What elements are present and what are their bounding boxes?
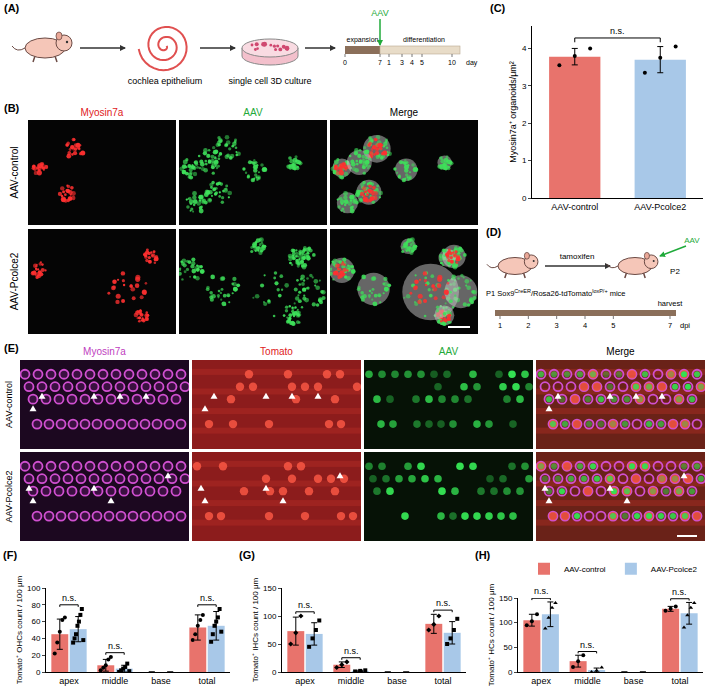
svg-text:0: 0	[343, 59, 347, 66]
svg-text:0: 0	[272, 668, 277, 677]
svg-text:n.s.: n.s.	[534, 586, 549, 596]
svg-text:0: 0	[522, 194, 527, 203]
svg-text:150: 150	[499, 594, 513, 603]
svg-text:n.s.: n.s.	[580, 640, 595, 650]
svg-text:Myosin7a⁺ organoids/μm²: Myosin7a⁺ organoids/μm²	[508, 61, 518, 163]
svg-text:150: 150	[263, 584, 277, 593]
svg-text:Merge: Merge	[606, 346, 635, 357]
svg-text:P2: P2	[670, 267, 680, 276]
svg-text:40: 40	[31, 634, 40, 643]
svg-text:AAV: AAV	[371, 8, 388, 18]
svg-text:3: 3	[522, 82, 527, 91]
svg-text:0: 0	[508, 668, 513, 677]
svg-text:base: base	[624, 676, 644, 686]
svg-text:P1 Sox9CreER/Rosa26-tdTomatolo: P1 Sox9CreER/Rosa26-tdTomatoloxP/+ mice	[486, 288, 626, 298]
svg-text:AAV-control: AAV-control	[551, 202, 598, 212]
svg-text:Merge: Merge	[390, 107, 419, 118]
svg-text:0: 0	[36, 668, 41, 677]
svg-text:single cell 3D culture: single cell 3D culture	[228, 76, 311, 86]
svg-text:7: 7	[378, 59, 382, 66]
svg-text:tamoxifen: tamoxifen	[560, 252, 595, 261]
svg-text:3: 3	[555, 321, 559, 330]
svg-text:Tomato⁺ IHCs count / 100 μm: Tomato⁺ IHCs count / 100 μm	[251, 577, 260, 682]
svg-text:4: 4	[410, 59, 414, 66]
svg-text:(A): (A)	[4, 2, 20, 14]
svg-text:1: 1	[522, 156, 527, 165]
svg-text:AAV-control: AAV-control	[9, 146, 20, 198]
svg-text:AAV-Pcolce2: AAV-Pcolce2	[634, 202, 686, 212]
svg-text:60: 60	[31, 617, 40, 626]
svg-text:AAV-Pcolce2: AAV-Pcolce2	[651, 565, 698, 574]
svg-text:1: 1	[387, 59, 391, 66]
svg-text:AAV-Pcolce2: AAV-Pcolce2	[4, 471, 14, 523]
svg-text:n.s.: n.s.	[62, 593, 77, 603]
svg-text:Tomato⁺ OHCs count / 100 μm: Tomato⁺ OHCs count / 100 μm	[15, 575, 24, 684]
svg-text:4: 4	[522, 44, 527, 53]
svg-text:middle: middle	[338, 676, 365, 686]
svg-text:Tomato: Tomato	[260, 346, 293, 357]
svg-text:100: 100	[263, 612, 277, 621]
svg-text:AAV-control: AAV-control	[564, 565, 606, 574]
svg-text:7: 7	[668, 321, 672, 330]
svg-text:Myosin7a: Myosin7a	[83, 346, 126, 357]
svg-text:100: 100	[499, 618, 513, 627]
svg-text:n.s.: n.s.	[610, 26, 625, 36]
svg-text:1: 1	[498, 321, 502, 330]
svg-text:3: 3	[400, 59, 404, 66]
svg-text:n.s.: n.s.	[200, 593, 215, 603]
svg-text:AAV-Pcolce2: AAV-Pcolce2	[9, 252, 20, 310]
svg-text:50: 50	[267, 640, 276, 649]
svg-text:100: 100	[27, 584, 41, 593]
svg-text:apex: apex	[59, 676, 79, 686]
svg-text:(H): (H)	[475, 549, 491, 561]
svg-text:middle: middle	[574, 676, 601, 686]
svg-text:50: 50	[503, 643, 512, 652]
svg-text:(D): (D)	[486, 226, 502, 238]
svg-text:(B): (B)	[4, 102, 20, 114]
svg-text:n.s.: n.s.	[108, 641, 123, 651]
svg-text:4: 4	[583, 321, 587, 330]
svg-text:total: total	[434, 676, 451, 686]
svg-text:5: 5	[420, 59, 424, 66]
svg-text:AAV-control: AAV-control	[4, 381, 14, 428]
svg-text:dpi: dpi	[680, 321, 690, 330]
svg-text:total: total	[198, 676, 215, 686]
svg-text:5: 5	[611, 321, 615, 330]
svg-text:2: 2	[522, 119, 527, 128]
svg-text:harvest: harvest	[658, 299, 684, 308]
svg-text:apex: apex	[295, 676, 315, 686]
svg-text:day: day	[466, 59, 478, 67]
svg-text:base: base	[151, 676, 171, 686]
svg-text:Myosin7a: Myosin7a	[81, 107, 124, 118]
svg-text:n.s.: n.s.	[672, 587, 687, 597]
svg-text:2: 2	[526, 321, 530, 330]
svg-text:AAV: AAV	[684, 236, 700, 245]
svg-text:(G): (G)	[239, 549, 255, 561]
svg-text:80: 80	[31, 601, 40, 610]
svg-text:cochlea epithelium: cochlea epithelium	[128, 76, 203, 86]
svg-text:n.s.: n.s.	[298, 600, 313, 610]
svg-text:Tomato⁺ HCs count / 100 μm: Tomato⁺ HCs count / 100 μm	[487, 584, 496, 687]
svg-text:n.s.: n.s.	[436, 598, 451, 608]
svg-text:10: 10	[448, 59, 456, 66]
svg-text:expansion: expansion	[347, 36, 379, 44]
svg-text:20: 20	[31, 651, 40, 660]
svg-text:n.s.: n.s.	[344, 646, 359, 656]
svg-text:differentiation: differentiation	[403, 36, 445, 43]
svg-text:apex: apex	[531, 676, 551, 686]
svg-text:middle: middle	[102, 676, 129, 686]
svg-text:base: base	[387, 676, 407, 686]
svg-text:(C): (C)	[490, 2, 506, 14]
svg-text:total: total	[671, 676, 688, 686]
svg-text:(F): (F)	[3, 549, 17, 561]
svg-text:(E): (E)	[4, 342, 19, 354]
svg-text:AAV: AAV	[439, 346, 459, 357]
svg-text:AAV: AAV	[243, 107, 263, 118]
